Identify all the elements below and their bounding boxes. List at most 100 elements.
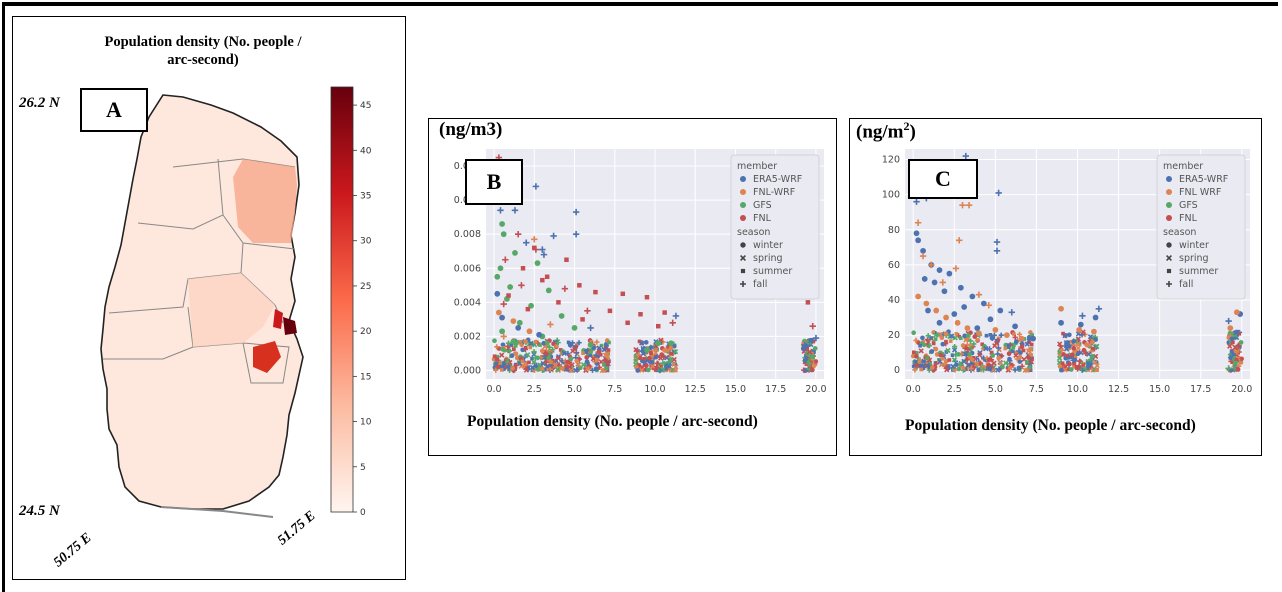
- scatter-point: [589, 348, 593, 352]
- legend-entry: winter: [1179, 240, 1209, 251]
- legend-marker: [1166, 242, 1172, 248]
- scatter-point: [989, 350, 994, 355]
- scatter-point: [987, 316, 994, 323]
- scatter-point: [526, 328, 533, 335]
- scatter-point: [539, 348, 545, 354]
- scatter-point: [1065, 353, 1070, 358]
- scatter-point: [1012, 367, 1018, 373]
- scatter-point: [914, 363, 920, 368]
- scatter-point: [933, 337, 938, 341]
- scatter-point: [1238, 340, 1244, 345]
- panel-c: (ng/m2) 0.0 2.5 5.0 7.5 10.0 12.5 15.0 17.5 20.0…: [849, 118, 1262, 456]
- scatter-point: [920, 247, 926, 254]
- scatter-point: [1233, 309, 1240, 316]
- scatter-point: [512, 347, 516, 352]
- scatter-point: [1006, 345, 1011, 349]
- scatter-point: [1062, 367, 1068, 373]
- scatter-point: [1091, 328, 1097, 335]
- scatter-point: [642, 367, 646, 372]
- scatter-point: [918, 348, 924, 354]
- legend-title-season: season: [737, 227, 770, 238]
- colorbar-tick-label: 35: [360, 192, 371, 202]
- scatter-point: [504, 358, 511, 364]
- scatter-point: [1228, 356, 1233, 360]
- scatter-point: [945, 347, 951, 354]
- scatter-point: [528, 340, 534, 347]
- scatter-point: [580, 362, 587, 368]
- scatter-point: [996, 336, 1001, 341]
- scatter-point: [812, 350, 816, 354]
- scatter-point: [950, 363, 956, 370]
- scatter-point: [1057, 364, 1063, 369]
- scatter-point: [1229, 368, 1233, 373]
- scatter-point: [1076, 326, 1083, 333]
- scatter-point: [500, 342, 506, 348]
- scatter-point: [540, 251, 548, 258]
- lat-top: 26.2 N: [19, 95, 60, 111]
- scatter-point: [1071, 345, 1077, 351]
- scatter-point: [515, 325, 522, 331]
- scatter-point: [572, 346, 578, 352]
- colorbar-tick-label: 30: [360, 237, 372, 247]
- scatter-point: [603, 358, 608, 363]
- legend-marker: [1166, 255, 1172, 261]
- scatter-point: [596, 349, 602, 355]
- scatter-point: [511, 207, 519, 214]
- scatter-point: [1018, 346, 1022, 350]
- scatter-point: [998, 353, 1005, 359]
- scatter-point: [980, 342, 985, 347]
- scatter-point: [536, 331, 542, 338]
- scatter-point: [1092, 314, 1099, 321]
- scatter-point: [577, 283, 582, 288]
- x-tick-label: 2.5: [527, 384, 542, 395]
- legend-swatch: [740, 189, 746, 195]
- scatter-point: [527, 360, 531, 365]
- qatar-map: 45 40 35 30 25 20 15 10 5 0: [100, 86, 372, 518]
- scatter-point: [951, 311, 958, 317]
- scatter-point: [965, 362, 971, 368]
- scatter-point: [919, 252, 927, 260]
- scatter-point: [584, 366, 591, 372]
- scatter-point: [534, 260, 541, 267]
- scatter-point: [1066, 332, 1072, 338]
- scatter-point: [1225, 365, 1232, 372]
- scatter-point: [593, 352, 599, 358]
- panel-c-label: C: [908, 159, 978, 199]
- panel-c-unit: (ng/m2): [856, 119, 916, 143]
- district-hotspot-2: [273, 309, 283, 329]
- legend-entry: ERA5-WRF: [753, 174, 802, 185]
- scatter-point: [1057, 355, 1063, 361]
- scatter-point: [635, 368, 641, 373]
- legend-swatch: [740, 176, 746, 182]
- scatter-point: [598, 352, 603, 357]
- scatter-point: [998, 360, 1004, 366]
- scatter-point: [492, 338, 497, 344]
- scatter-point: [914, 219, 922, 226]
- scatter-point: [924, 362, 930, 369]
- scatter-point: [988, 366, 993, 371]
- scatter-point: [540, 277, 545, 283]
- scatter-point: [996, 366, 1002, 372]
- legend-marker: [740, 268, 746, 274]
- scatter-point: [555, 340, 561, 346]
- legend-title-member: member: [1163, 161, 1203, 172]
- scatter-point: [966, 333, 971, 338]
- legend: member ERA5-WRF FNL WRF GFS FNL season winter s…: [1156, 154, 1246, 300]
- scatter-point: [933, 346, 939, 352]
- scatter-point: [1232, 360, 1238, 366]
- scatter-point: [958, 336, 963, 341]
- scatter-point: [551, 363, 556, 368]
- scatter-point: [1079, 367, 1085, 373]
- y-tick-label: 60: [888, 260, 900, 271]
- legend-entry: GFS: [753, 200, 772, 211]
- scatter-point: [986, 357, 992, 362]
- scatter-point: [502, 361, 506, 366]
- scatter-point: [1016, 365, 1022, 371]
- y-tick-label: 40: [888, 295, 900, 306]
- scatter-point: [648, 350, 654, 356]
- legend-entry: GFS: [1179, 200, 1198, 211]
- scatter-point: [545, 287, 552, 294]
- x-tick-label: 15.0: [1149, 384, 1170, 395]
- scatter-point: [495, 309, 502, 316]
- scatter-point: [605, 361, 611, 367]
